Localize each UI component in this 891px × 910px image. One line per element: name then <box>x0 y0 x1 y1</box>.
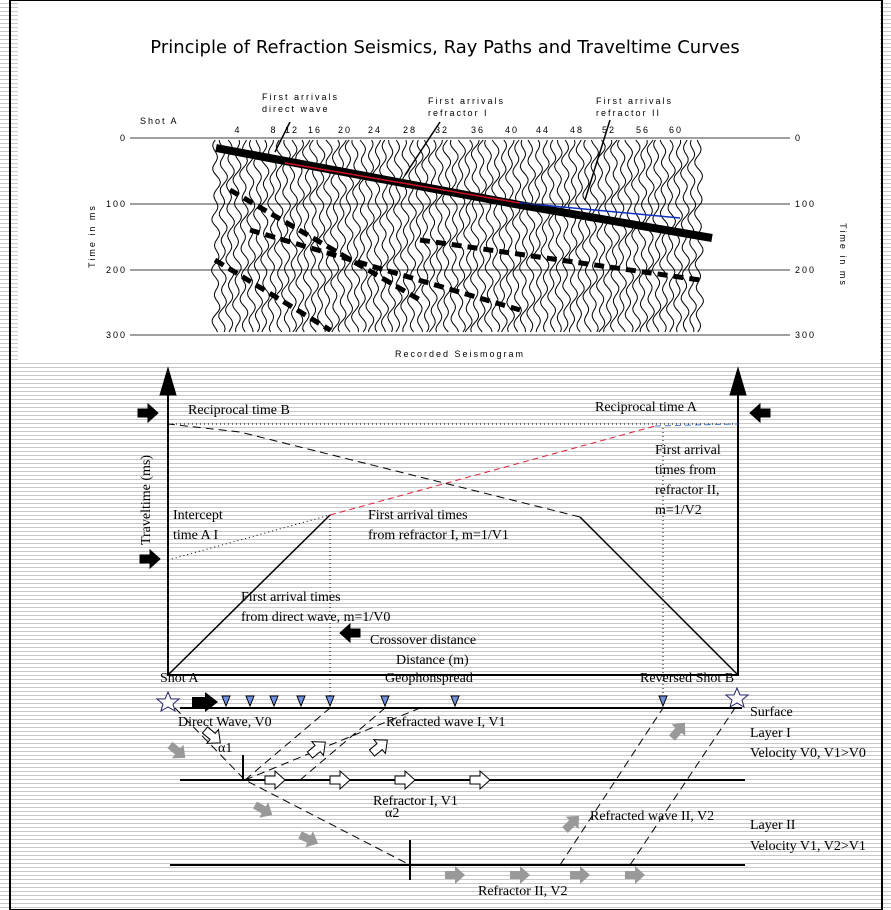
annotation: refractor II <box>596 108 661 118</box>
arrow <box>138 404 158 422</box>
trace-number: 44 <box>536 125 550 135</box>
traveltime-labels: Traveltime (ms) Reciprocal time B Recipr… <box>139 400 721 668</box>
ray <box>175 708 480 865</box>
label: Shot A <box>160 671 199 686</box>
annotation: refractor I <box>428 108 489 118</box>
time-tick-label: 100 <box>795 199 816 209</box>
direct-line-b <box>580 517 738 675</box>
trace-number: 32 <box>435 125 449 135</box>
label: α1 <box>218 741 232 756</box>
annotation: First arrivals <box>596 96 673 106</box>
axis-label: Distance (m) <box>396 653 469 668</box>
arrow <box>340 624 360 642</box>
arrow <box>730 368 746 395</box>
label: Layer II <box>750 818 796 833</box>
trace-number: 12 <box>285 125 299 135</box>
label: Refractor II, V2 <box>478 884 568 899</box>
trace-number: 52 <box>602 125 616 135</box>
arrow <box>140 550 160 568</box>
trace-number: 20 <box>338 125 352 135</box>
label: Reversed Shot B <box>640 671 734 686</box>
time-tick-label: 100 <box>106 199 127 209</box>
trace-number: 24 <box>368 125 382 135</box>
label: First arrival <box>655 443 721 458</box>
label: Velocity V0, V1>V0 <box>750 746 866 761</box>
trace-number: 56 <box>636 125 650 135</box>
label: from direct wave, m=1/V0 <box>241 610 390 625</box>
trace-number: 8 <box>270 125 277 135</box>
label: times from <box>655 463 716 478</box>
label: Velocity V1, V2>V1 <box>750 839 866 854</box>
trace-number: 4 <box>234 125 241 135</box>
label: Direct Wave, V0 <box>178 715 272 730</box>
annotation: direct wave <box>262 104 330 114</box>
label: Refracted wave I, V1 <box>386 715 505 730</box>
ray <box>560 708 663 865</box>
refractor1-line <box>330 426 655 515</box>
annotation: First arrivals <box>262 92 339 102</box>
time-tick-label: 300 <box>106 330 127 340</box>
shot-label: Shot A <box>140 116 179 126</box>
page: Principle of Refraction Seismics, Ray Pa… <box>0 0 891 910</box>
label: Refracted wave II, V2 <box>590 809 714 824</box>
label: Surface <box>750 705 793 720</box>
time-tick-label: 300 <box>795 330 816 340</box>
time-tick-label: 0 <box>120 133 127 143</box>
ray <box>300 708 385 780</box>
title: Principle of Refraction Seismics, Ray Pa… <box>150 37 739 58</box>
label: α2 <box>385 806 399 821</box>
caption: Recorded Seismogram <box>395 349 525 359</box>
label: Reciprocal time B <box>188 403 290 418</box>
arrow <box>750 404 770 422</box>
time-tick-label: 200 <box>106 265 127 275</box>
label: refractor II, <box>655 483 720 498</box>
axis-label: Time in ms <box>87 204 97 268</box>
trace-number: 40 <box>505 125 519 135</box>
label: from refractor I, m=1/V1 <box>368 528 509 543</box>
trace-number: 48 <box>570 125 584 135</box>
trace-number: 16 <box>308 125 322 135</box>
label: Intercept <box>173 508 223 523</box>
label: First arrival times <box>368 508 468 523</box>
trace-number: 36 <box>471 125 485 135</box>
label: Layer I <box>750 726 791 741</box>
axis-label: Time in ms <box>838 223 848 287</box>
label: time A I <box>173 528 218 543</box>
trace-number: 60 <box>669 125 683 135</box>
arrow <box>160 368 176 395</box>
shot-marker <box>726 688 748 707</box>
label: Geophonspread <box>385 671 473 686</box>
geophones <box>222 696 667 706</box>
label: Reciprocal time A <box>595 400 698 415</box>
time-tick-label: 200 <box>795 265 816 275</box>
axis-label: Traveltime (ms) <box>139 455 154 545</box>
annotation: First arrivals <box>428 96 505 106</box>
trace-number: 28 <box>403 125 417 135</box>
time-tick-label: 0 <box>795 133 802 143</box>
label: Crossover distance <box>370 633 476 648</box>
label: First arrival times <box>241 590 341 605</box>
label: m=1/V2 <box>655 503 702 518</box>
